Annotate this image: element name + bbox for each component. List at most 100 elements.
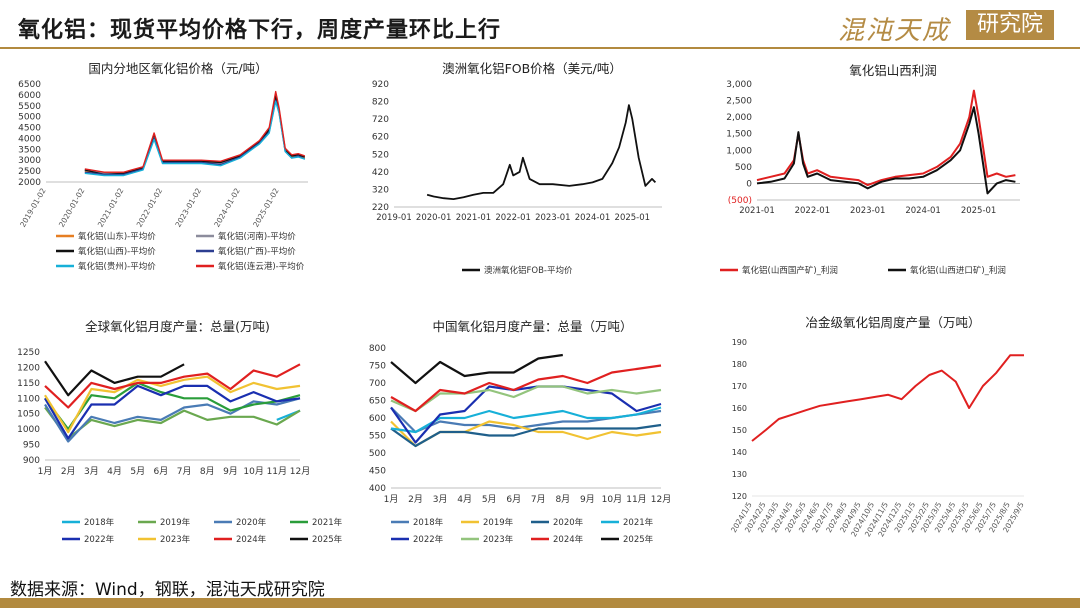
x-tick-label: 2022-01-02 bbox=[135, 186, 165, 228]
series-line bbox=[751, 354, 1024, 442]
x-tick-label: 5月 bbox=[482, 494, 497, 505]
x-tick-label: 2024-01-02 bbox=[212, 186, 242, 228]
y-tick-label: 600 bbox=[369, 414, 386, 424]
x-tick-label: 2020-01-02 bbox=[57, 186, 87, 228]
x-tick-label: 2019-01-02 bbox=[18, 186, 48, 228]
y-tick-label: 3,000 bbox=[726, 80, 752, 90]
y-tick-label: 220 bbox=[372, 203, 389, 213]
x-tick-label: 3月 bbox=[433, 494, 448, 505]
series-line bbox=[44, 360, 185, 397]
y-tick-label: 720 bbox=[372, 115, 389, 125]
x-tick-label: 2021-01-02 bbox=[96, 186, 126, 228]
x-tick-label: 11月 bbox=[626, 494, 646, 505]
legend-label: 氧化铝(山西国产矿)_利润 bbox=[742, 265, 838, 276]
chart-shanxi-profit: 氧化铝山西利润 (500) 0 500 1,000 1,500 2,000 2,500 3,0… bbox=[712, 52, 1074, 292]
y-tick-label: 140 bbox=[732, 448, 747, 457]
y-tick-label: 500 bbox=[369, 449, 386, 459]
y-tick-label: 0 bbox=[746, 179, 752, 189]
x-tick-label: 4月 bbox=[457, 494, 472, 505]
title-divider bbox=[0, 47, 1080, 49]
y-tick-label: 6000 bbox=[18, 91, 41, 101]
x-tick-label: 2025-01 bbox=[961, 206, 997, 216]
x-tick-label: 3月 bbox=[84, 466, 99, 477]
series-line bbox=[44, 375, 301, 434]
legend-label: 2024年 bbox=[553, 534, 584, 545]
y-tick-label: 920 bbox=[372, 80, 389, 90]
legend-label: 氧化铝(广西)-平均价 bbox=[218, 246, 296, 257]
logo-badge: 研究院 bbox=[966, 10, 1054, 40]
series-line bbox=[426, 104, 657, 200]
x-tick-label: 10月 bbox=[602, 494, 622, 505]
x-tick-label: 8月 bbox=[200, 466, 215, 477]
footer-bar bbox=[0, 598, 1080, 608]
chart-weekly-output: 冶金级氧化铝周度产量（万吨） 120 130 140 150 160 170 180 190 2… bbox=[712, 306, 1074, 568]
series-line bbox=[44, 397, 301, 443]
y-tick-label: 620 bbox=[372, 133, 389, 143]
chart-title: 全球氧化铝月度产量：总量(万吨) bbox=[85, 319, 270, 334]
legend-label: 2023年 bbox=[483, 534, 514, 545]
legend-label: 2019年 bbox=[483, 517, 514, 528]
y-tick-label: 150 bbox=[732, 426, 747, 435]
y-tick-label: 130 bbox=[732, 470, 747, 479]
y-tick-label: (500) bbox=[728, 196, 752, 206]
chart-domestic-price: 国内分地区氧化铝价格（元/吨） 2000 2500 3000 3500 4000 4500… bbox=[8, 52, 348, 292]
x-tick-label: 2021-01 bbox=[739, 206, 775, 216]
x-tick-label: 2025-01-02 bbox=[251, 186, 281, 228]
x-tick-label: 2023-01-02 bbox=[173, 186, 203, 228]
x-tick-label: 7月 bbox=[177, 466, 192, 477]
chart-title: 冶金级氧化铝周度产量（万吨） bbox=[805, 315, 981, 330]
y-tick-label: 320 bbox=[372, 185, 389, 195]
x-tick-label: 2023-01 bbox=[535, 213, 571, 223]
x-tick-label: 10月 bbox=[243, 466, 263, 477]
y-tick-label: 5000 bbox=[18, 113, 41, 123]
legend-label: 氧化铝(连云港)-平均价 bbox=[218, 261, 305, 272]
y-tick-label: 800 bbox=[369, 344, 386, 354]
y-tick-label: 2000 bbox=[18, 178, 41, 188]
y-tick-label: 950 bbox=[23, 441, 40, 451]
y-tick-label: 170 bbox=[732, 382, 747, 391]
y-tick-label: 1250 bbox=[17, 348, 40, 358]
x-tick-label: 2024-01 bbox=[575, 213, 611, 223]
x-tick-label: 2025-01 bbox=[615, 213, 651, 223]
chart-title: 国内分地区氧化铝价格（元/吨） bbox=[88, 61, 268, 76]
y-tick-label: 3500 bbox=[18, 145, 41, 155]
chart-global-monthly-output-svg: 900 950 1000 1050 1100 1150 1200 1250 1月 2月 3月 4月 5月… bbox=[17, 348, 343, 545]
y-tick-label: 400 bbox=[369, 484, 386, 494]
y-tick-label: 120 bbox=[732, 492, 747, 501]
y-tick-label: 1200 bbox=[17, 363, 40, 373]
y-tick-label: 1,000 bbox=[726, 146, 752, 156]
legend-label: 2020年 bbox=[553, 517, 584, 528]
x-tick-label: 2月 bbox=[61, 466, 76, 477]
legend-label: 2022年 bbox=[84, 534, 115, 545]
legend-label: 2024年 bbox=[236, 534, 267, 545]
y-tick-label: 650 bbox=[369, 397, 386, 407]
chart-title: 氧化铝山西利润 bbox=[849, 63, 937, 78]
legend-label: 2021年 bbox=[312, 517, 343, 528]
logo-text: 混沌天成 bbox=[838, 16, 951, 46]
y-tick-label: 750 bbox=[369, 362, 386, 372]
x-tick-label: 2021-01 bbox=[456, 213, 492, 223]
legend-label: 2023年 bbox=[160, 534, 191, 545]
chart-title: 澳洲氧化铝FOB价格（美元/吨） bbox=[442, 61, 622, 76]
y-tick-label: 2,000 bbox=[726, 113, 752, 123]
y-tick-label: 900 bbox=[23, 456, 40, 466]
chart-china-monthly-output-svg: 400 450 500 550 600 650 700 750 800 1月 2月 3月 4月 5月 6月 7… bbox=[369, 344, 671, 545]
y-tick-label: 160 bbox=[732, 404, 747, 413]
legend-label: 2022年 bbox=[413, 534, 444, 545]
y-tick-label: 420 bbox=[372, 168, 389, 178]
y-tick-label: 6500 bbox=[18, 80, 41, 90]
chart-australia-fob-svg: 220 320 420 520 620 720 820 920 2019-01 2020-01 20… bbox=[372, 80, 662, 276]
legend-label: 2020年 bbox=[236, 517, 267, 528]
x-tick-label: 2024-01 bbox=[905, 206, 941, 216]
legend-label: 2021年 bbox=[623, 517, 654, 528]
y-tick-label: 450 bbox=[369, 467, 386, 477]
x-tick-label: 9月 bbox=[223, 466, 238, 477]
x-tick-label: 2022-01 bbox=[795, 206, 831, 216]
series-line bbox=[44, 406, 301, 440]
chart-weekly-output-svg: 1201301401501601701801902024/1/52024/2/5… bbox=[729, 338, 1026, 538]
series-line bbox=[390, 385, 662, 444]
series-line bbox=[44, 363, 301, 409]
x-tick-label: 9月 bbox=[580, 494, 595, 505]
x-tick-label: 5月 bbox=[130, 466, 145, 477]
y-tick-label: 550 bbox=[369, 432, 386, 442]
